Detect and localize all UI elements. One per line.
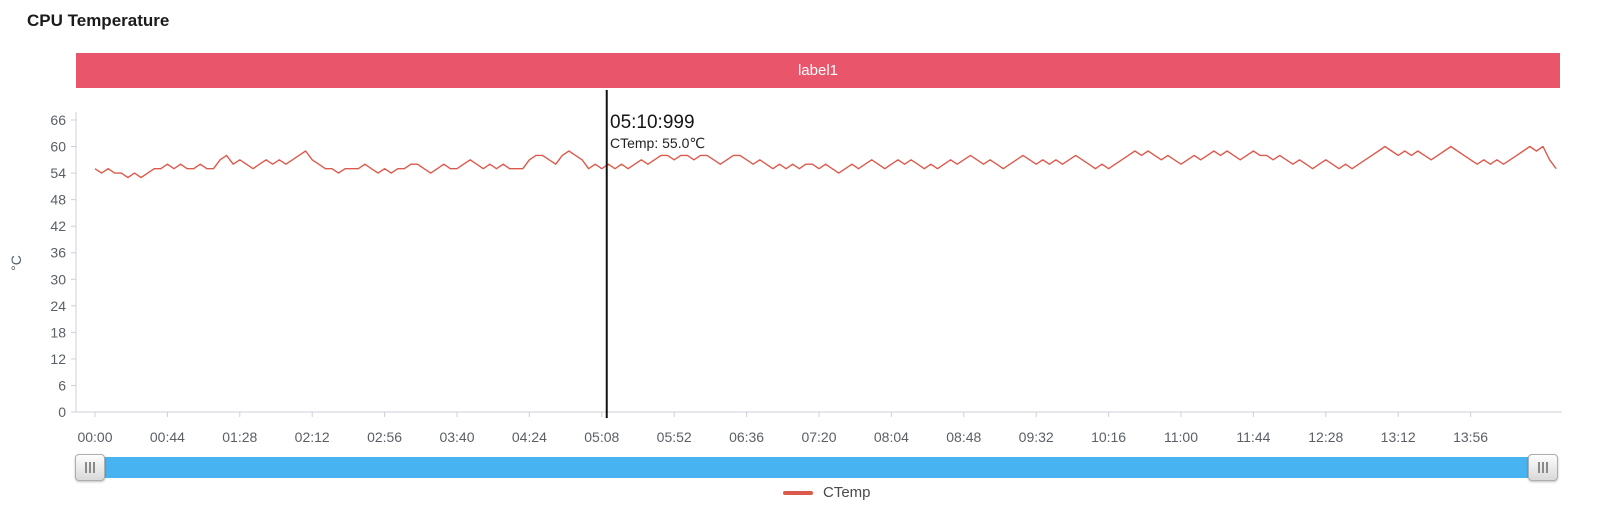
x-tick-label: 00:44 [150,429,185,445]
y-tick-label: 0 [58,404,66,420]
page-title: CPU Temperature [27,11,170,30]
x-tick-label: 03:40 [439,429,474,445]
x-tick-label: 11:44 [1236,429,1270,445]
y-tick-label: 36 [50,245,66,261]
x-tick-label: 10:16 [1091,429,1126,445]
drag-grip-icon [85,462,95,473]
x-tick-label: 07:20 [801,429,836,445]
y-axis-name: °C [7,255,24,271]
annotation-banner: label1 [76,53,1560,88]
y-tick-label: 30 [50,271,66,287]
datazoom-slider-track[interactable] [75,454,1558,481]
y-tick-label: 54 [50,165,66,181]
x-tick-label: 11:00 [1164,429,1198,445]
x-tick-label: 08:04 [874,429,909,445]
legend-label: CTemp [823,484,871,501]
x-tick-label: 05:52 [657,429,692,445]
y-tick-label: 6 [58,377,66,393]
y-tick-label: 24 [50,298,66,314]
y-tick-label: 42 [50,218,66,234]
x-tick-label: 01:28 [222,429,257,445]
drag-grip-icon [1538,462,1548,473]
datazoom-left-handle[interactable] [75,454,105,481]
ctemp-line-series [94,145,1557,179]
y-tick-label: 18 [50,324,66,340]
x-tick-label: 12:28 [1308,429,1343,445]
annotation-banner-label: label1 [797,62,839,79]
x-tick-label: 13:12 [1381,429,1416,445]
x-tick-label: 00:00 [77,429,112,445]
datazoom-right-handle[interactable] [1528,454,1558,481]
legend-line-icon [783,490,813,495]
y-tick-label: 12 [50,351,66,367]
x-tick-label: 05:08 [584,429,619,445]
x-tick-label: 09:32 [1019,429,1054,445]
x-tick-label: 02:56 [367,429,402,445]
x-tick-label: 13:56 [1453,429,1488,445]
x-tick-label: 02:12 [295,429,330,445]
x-tick-label: 08:48 [946,429,981,445]
y-tick-label: 66 [50,112,66,128]
y-tick-label: 60 [50,139,66,155]
y-tick-label: 48 [50,192,66,208]
legend-item-ctemp[interactable]: CTemp [783,484,871,501]
x-tick-label: 06:36 [729,429,764,445]
x-tick-label: 04:24 [512,429,547,445]
